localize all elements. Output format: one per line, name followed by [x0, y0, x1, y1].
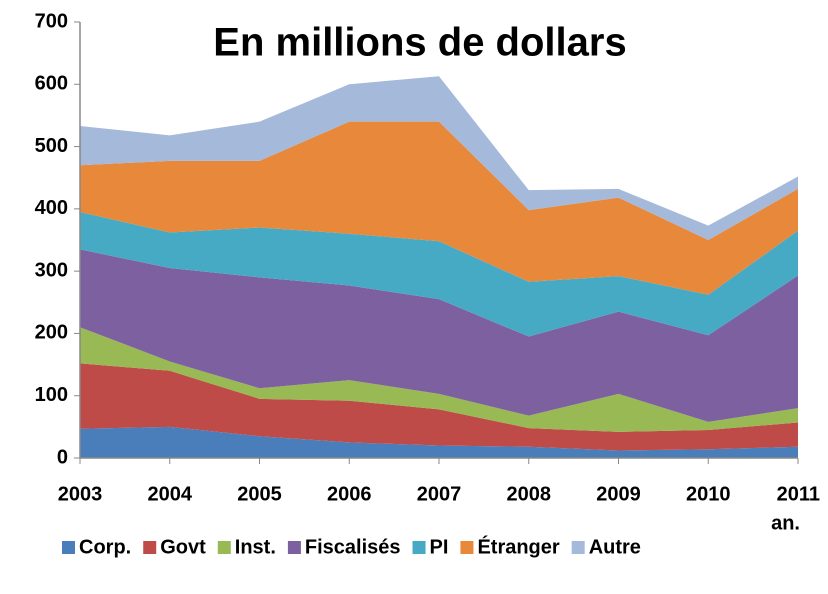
y-tick-label: 600 — [35, 73, 68, 95]
x-tick-label: 2008 — [507, 483, 552, 505]
area — [80, 327, 798, 432]
legend-swatch — [217, 541, 231, 554]
y-tick-label: 100 — [35, 384, 68, 406]
legend-swatch — [287, 541, 301, 554]
legend-swatch — [571, 541, 585, 554]
x-tick-label: 2003 — [58, 483, 103, 505]
x-tick-label: 2004 — [148, 483, 193, 505]
area — [80, 121, 798, 295]
x-tick-label: 2007 — [417, 483, 462, 505]
y-tick-label: 300 — [35, 259, 68, 281]
x-tick-label: 2006 — [327, 483, 372, 505]
x-tick-label: 2005 — [237, 483, 282, 505]
legend-label: Corp. — [79, 536, 131, 558]
legend-swatch — [460, 541, 474, 554]
area — [80, 211, 798, 337]
y-tick-label: 700 — [35, 10, 68, 32]
legend-label: Autre — [589, 536, 641, 558]
area — [80, 76, 798, 240]
x-tick-label: 2011 — [777, 483, 820, 505]
legend-label: Govt — [160, 536, 206, 558]
area — [80, 426, 798, 458]
y-tick-label: 200 — [35, 322, 68, 344]
y-tick-label: 0 — [57, 446, 68, 468]
legend-swatch — [62, 541, 75, 554]
legend-swatch — [143, 541, 157, 554]
area — [80, 363, 798, 451]
legend-label: Étranger — [477, 535, 559, 558]
legend-label: Inst. — [235, 536, 276, 558]
legend-label: PI — [430, 536, 449, 558]
y-tick-label: 500 — [35, 135, 68, 157]
x-axis-label: an. — [771, 512, 800, 534]
legend-swatch — [412, 541, 426, 554]
x-tick-label: 2009 — [596, 483, 641, 505]
x-tick-label: 2010 — [686, 483, 731, 505]
area — [80, 249, 798, 422]
chart-title: En millions de dollars — [213, 21, 626, 65]
y-tick-label: 400 — [35, 197, 68, 219]
legend-label: Fiscalisés — [305, 536, 401, 558]
